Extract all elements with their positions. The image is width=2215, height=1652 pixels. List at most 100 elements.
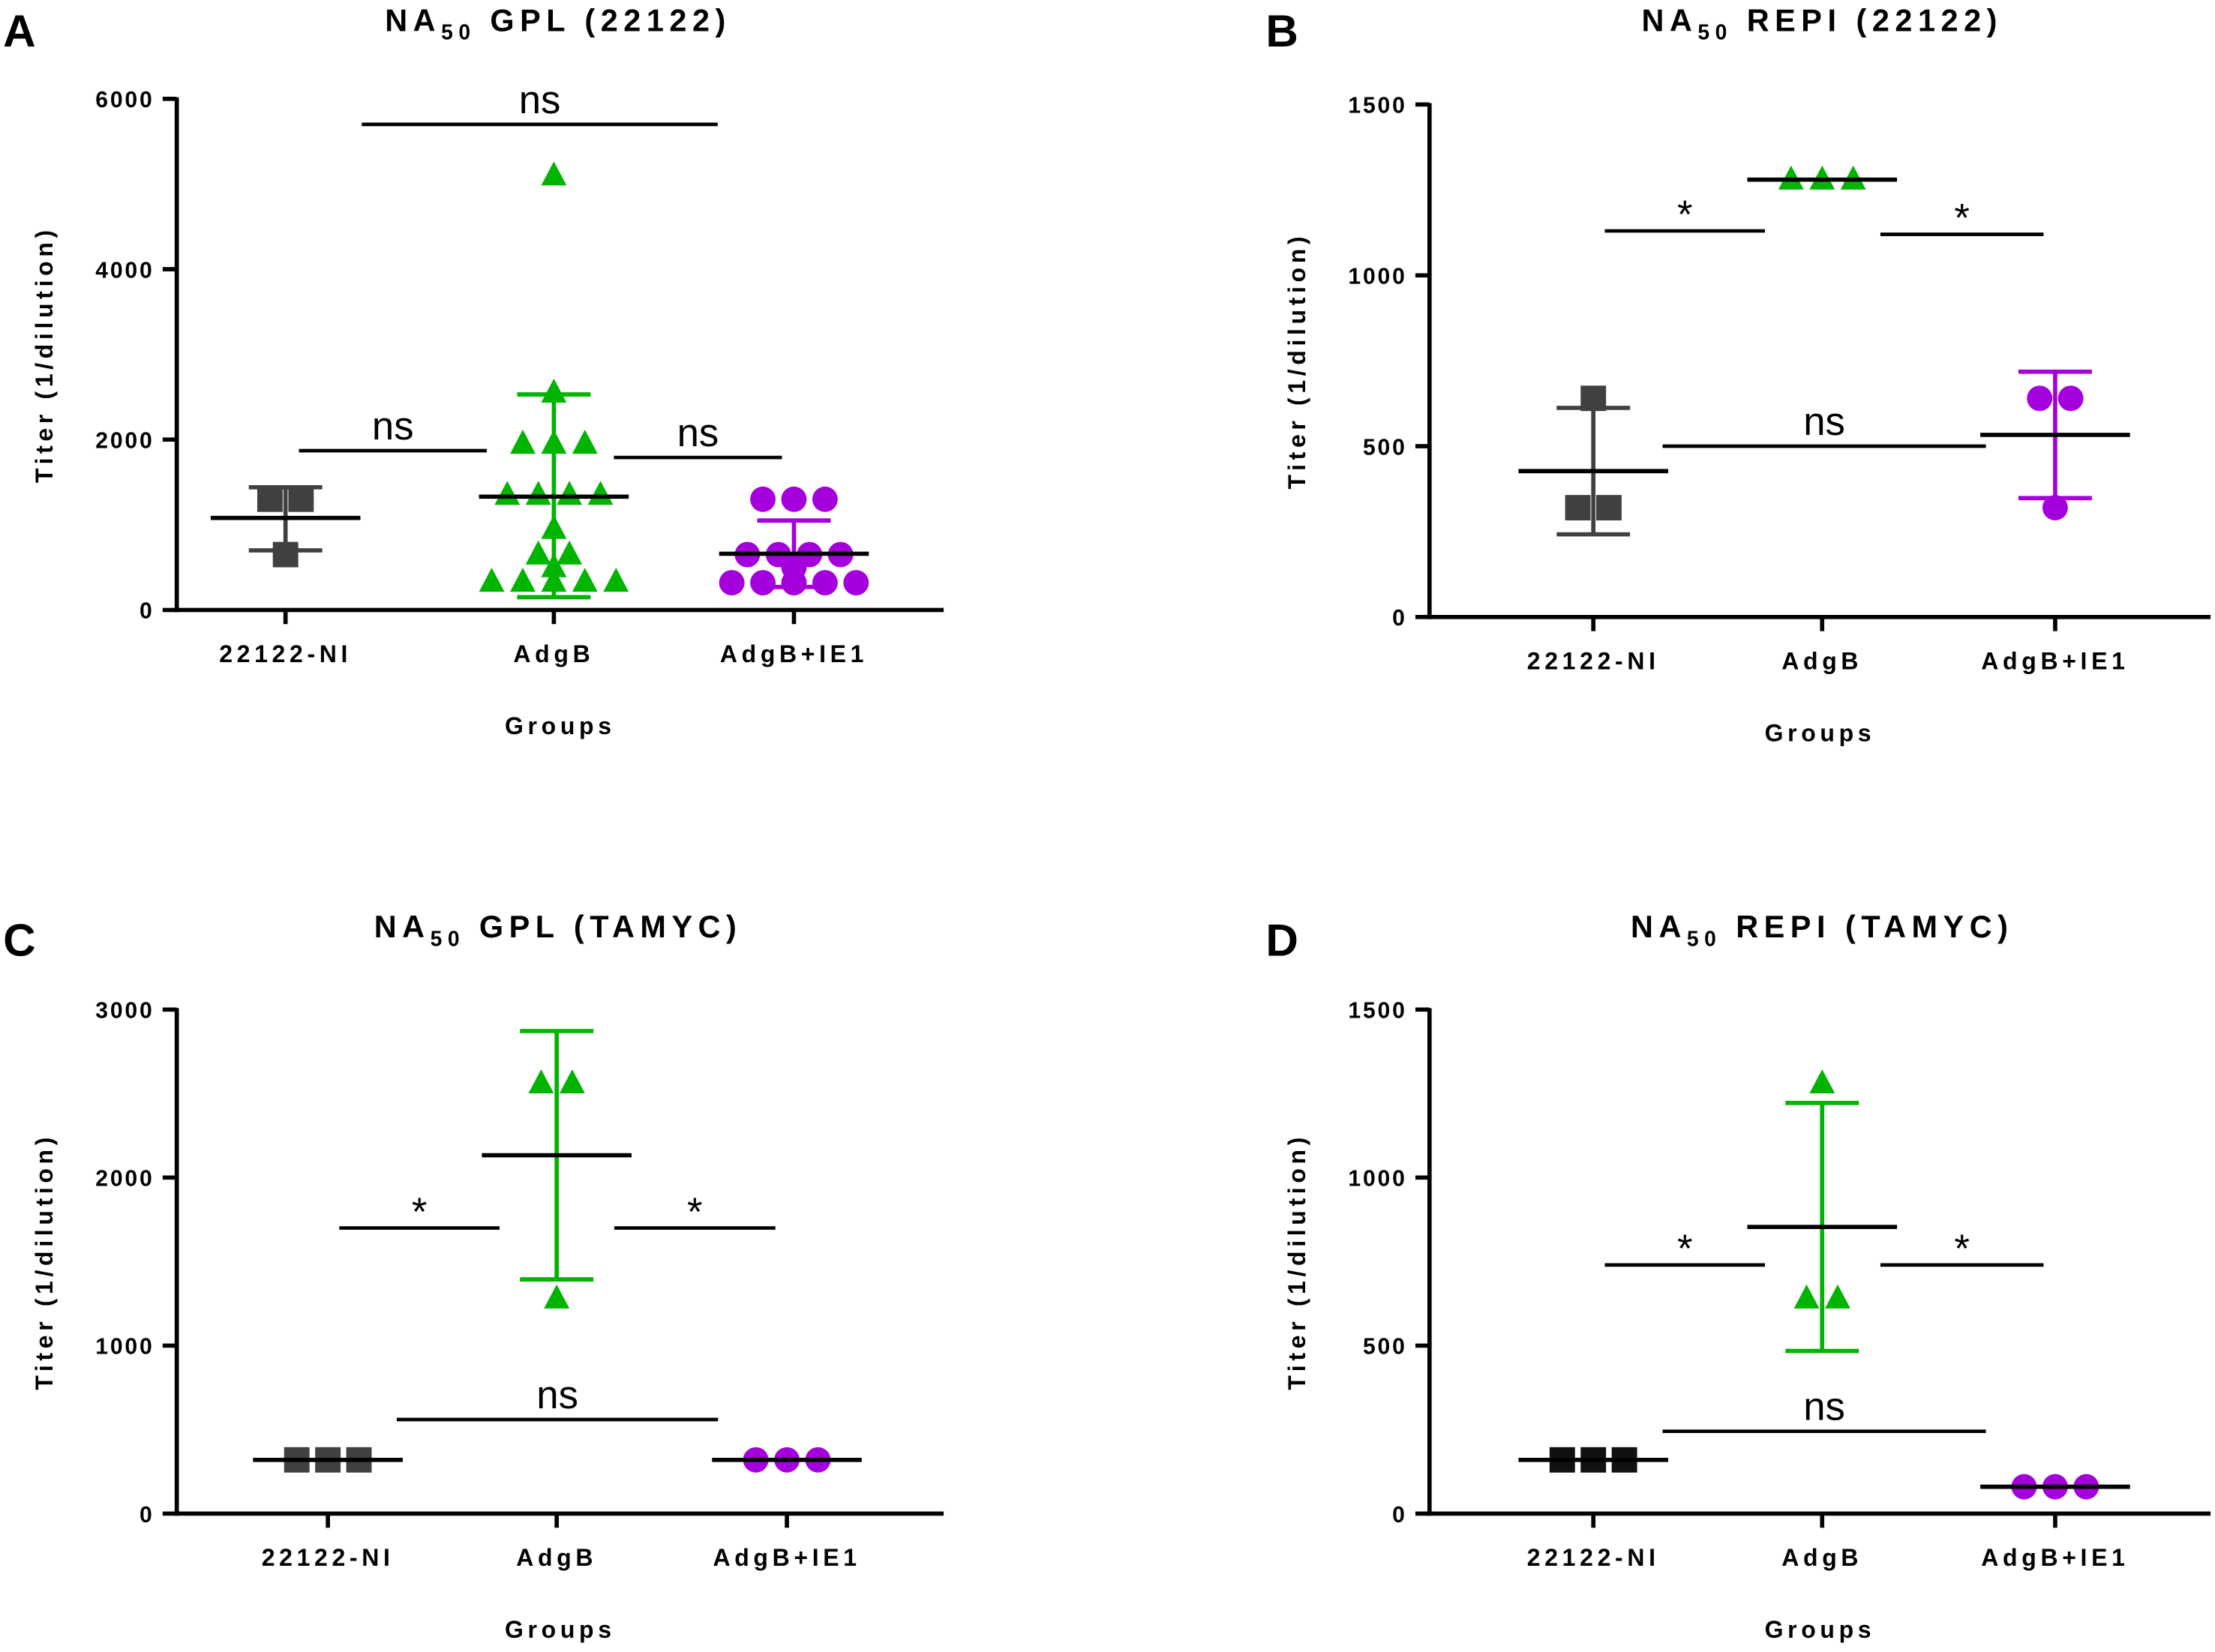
- data-point-circle: [2057, 385, 2084, 412]
- panel-letter: C: [3, 915, 36, 966]
- y-axis-label: Titer (1/dilution): [31, 1133, 58, 1390]
- significance-label: ns: [372, 404, 414, 448]
- panel-letter: D: [1265, 915, 1298, 966]
- series-22122-ni: [253, 1447, 403, 1473]
- data-point-circle: [812, 570, 838, 596]
- y-tick-label: 500: [1363, 435, 1407, 460]
- series-adgb-ie1: [1980, 1474, 2130, 1500]
- x-tick-label: AdgB+IE1: [1981, 1544, 2129, 1571]
- data-point-circle: [719, 570, 745, 596]
- significance-label: ns: [1803, 1385, 1845, 1429]
- x-tick-label: 22122-NI: [219, 640, 352, 667]
- significance-label: ns: [1803, 400, 1845, 444]
- data-point-triangle: [1825, 1284, 1850, 1309]
- series-adgb: [479, 161, 629, 600]
- significance-label: *: [1954, 1227, 1970, 1271]
- x-axis-label: Groups: [1765, 1616, 1876, 1643]
- y-tick-label: 1000: [1348, 264, 1406, 289]
- data-point-triangle: [544, 1284, 570, 1309]
- x-tick-label: AdgB: [1781, 647, 1862, 674]
- y-axis-label: Titer (1/dilution): [1283, 1133, 1310, 1390]
- title-main: NA: [1642, 3, 1698, 37]
- data-point-circle: [750, 486, 776, 512]
- chart-title: NA50 REPI (22122): [1642, 3, 2003, 43]
- series-22122-ni: [210, 485, 361, 568]
- x-tick-label: AdgB+IE1: [713, 1544, 860, 1571]
- x-tick-label: AdgB+IE1: [720, 640, 868, 667]
- y-tick-label: 1500: [1348, 94, 1406, 118]
- series-adgb: [1747, 165, 1898, 190]
- data-point-triangle: [572, 430, 598, 454]
- series-22122-ni: [1518, 385, 1669, 537]
- data-point-square: [1565, 495, 1591, 520]
- title-rest: REPI (TAMYC): [1736, 910, 2013, 944]
- y-tick-label: 0: [1392, 1503, 1407, 1528]
- series-adgb-ie1: [1980, 369, 2130, 520]
- title-subscript: 50: [431, 927, 465, 951]
- y-tick-label: 1000: [1348, 1167, 1406, 1192]
- data-point-circle: [2027, 385, 2053, 412]
- chart-title: NA50 REPI (TAMYC): [1631, 910, 2013, 950]
- data-point-triangle: [1793, 1284, 1820, 1309]
- y-tick-label: 0: [140, 599, 155, 624]
- series-adgb: [482, 1029, 632, 1309]
- title-subscript: 50: [441, 20, 476, 44]
- data-point-square: [257, 486, 283, 512]
- y-axis-label: Titer (1/dilution): [1283, 232, 1310, 490]
- data-point-triangle: [541, 378, 567, 403]
- chart-title: NA50 GPL (22122): [385, 3, 731, 43]
- x-axis-label: Groups: [505, 712, 616, 739]
- chart-title: NA50 GPL (TAMYC): [374, 910, 743, 950]
- data-point-circle: [2042, 495, 2068, 520]
- data-point-square: [1595, 495, 1622, 520]
- y-axis-label: Titer (1/dilution): [31, 226, 58, 483]
- panel-d: D NA50 REPI (TAMYC) 0 500 1000 1500 22122-NI Adg…: [1265, 910, 2211, 1643]
- y-tick-label: 3000: [95, 999, 154, 1024]
- x-axis-label: Groups: [1765, 720, 1876, 747]
- panel-b: B NA50 REPI (22122) 0 500 1000 1500 22122-NI Adg…: [1265, 3, 2211, 747]
- data-point-triangle: [559, 1069, 585, 1094]
- y-tick-label: 6000: [95, 88, 154, 112]
- title-subscript: 50: [1687, 927, 1721, 951]
- x-tick-label: 22122-NI: [262, 1544, 395, 1571]
- y-tick-label: 1000: [95, 1335, 154, 1360]
- y-tick-label: 0: [140, 1503, 155, 1528]
- significance-label: ns: [536, 1373, 578, 1417]
- y-tick-label: 0: [1392, 606, 1407, 631]
- data-point-triangle: [510, 568, 536, 592]
- title-rest: GPL (22122): [490, 3, 731, 37]
- x-axis-label: Groups: [505, 1616, 616, 1643]
- title-subscript: 50: [1697, 20, 1732, 44]
- title-main: NA: [1631, 910, 1687, 944]
- data-point-triangle: [525, 481, 551, 505]
- title-rest: GPL (TAMYC): [479, 910, 742, 944]
- y-tick-label: 500: [1363, 1335, 1407, 1360]
- significance-label: *: [1677, 193, 1693, 237]
- data-point-square: [288, 486, 314, 512]
- data-point-triangle: [525, 540, 551, 565]
- data-point-triangle: [528, 1069, 554, 1094]
- data-point-triangle: [1809, 1069, 1835, 1094]
- significance-label: *: [687, 1190, 703, 1234]
- data-point-triangle: [557, 540, 583, 565]
- data-point-triangle: [557, 481, 583, 505]
- significance-label: *: [1677, 1227, 1693, 1271]
- x-tick-label: 22122-NI: [1527, 1544, 1660, 1571]
- data-point-triangle: [479, 568, 505, 592]
- data-point-circle: [843, 570, 869, 596]
- x-tick-label: AdgB: [1781, 1544, 1862, 1571]
- data-point-triangle: [494, 481, 521, 505]
- significance-label: *: [412, 1190, 428, 1234]
- x-tick-label: AdgB+IE1: [1981, 647, 2129, 674]
- y-tick-label: 2000: [95, 429, 154, 454]
- data-point-triangle: [510, 430, 536, 454]
- x-tick-label: AdgB: [513, 640, 594, 667]
- significance-label: ns: [677, 411, 719, 455]
- data-point-circle: [812, 486, 838, 512]
- data-point-triangle: [541, 161, 567, 186]
- title-main: NA: [385, 3, 441, 37]
- x-tick-label: AdgB: [516, 1544, 597, 1571]
- series-adgb-ie1: [719, 486, 869, 596]
- significance-label: ns: [519, 78, 561, 122]
